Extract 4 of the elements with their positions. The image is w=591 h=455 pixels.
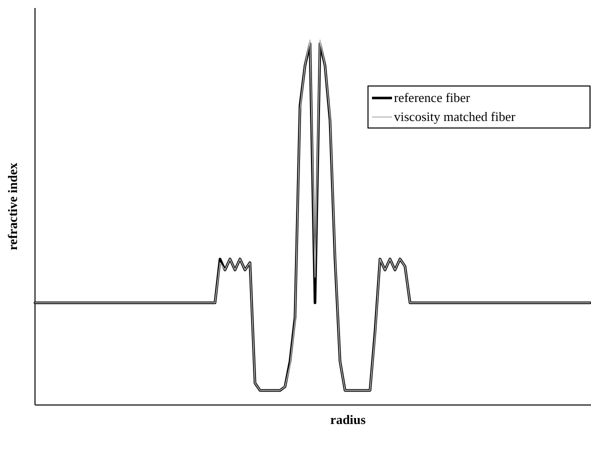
y-axis-title: refractive index: [5, 162, 20, 250]
legend-label: reference fiber: [394, 90, 471, 105]
x-axis-title: radius: [330, 412, 366, 427]
legend-label: viscosity matched fiber: [394, 109, 516, 124]
